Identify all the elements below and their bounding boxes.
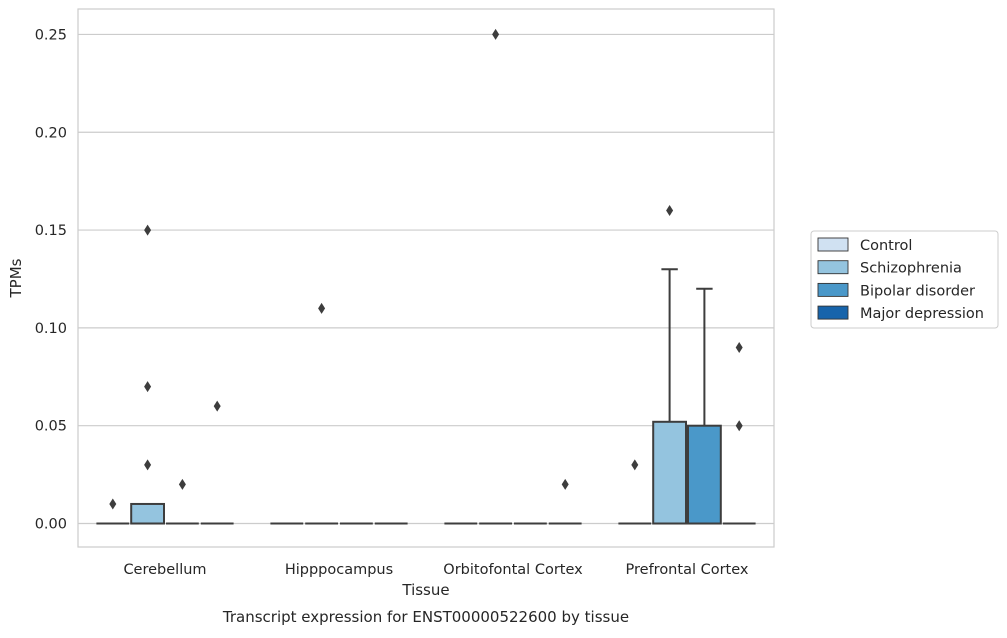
x-tick-label: Orbitofontal Cortex: [443, 562, 583, 578]
box-group: [479, 28, 512, 525]
y-tick-label: 0.00: [35, 517, 67, 533]
chart-caption: Transcript expression for ENST0000052260…: [222, 608, 629, 626]
legend-label: Major depression: [860, 306, 984, 322]
x-axis-label: Tissue: [401, 581, 449, 599]
outlier-point: [109, 498, 117, 510]
y-tick-label: 0.10: [35, 321, 67, 337]
box-group: [722, 341, 756, 525]
outlier-point: [735, 341, 743, 353]
outlier-point: [735, 420, 743, 432]
y-tick-label: 0.20: [35, 125, 67, 141]
box-group: [305, 302, 338, 525]
outlier-point: [318, 302, 326, 314]
box-layer: [96, 28, 756, 525]
legend-swatch: [817, 237, 849, 252]
x-tick-labels: Cerebellum Hipppocampus Orbitofontal Corte…: [123, 562, 748, 578]
box-group: [200, 400, 234, 525]
legend-frame: [810, 230, 999, 329]
box-group: [130, 224, 165, 525]
box-group: [687, 287, 722, 525]
x-tick-label: Prefrontal Cortex: [626, 562, 749, 578]
box-group: [652, 205, 688, 525]
y-tick-label: 0.15: [35, 223, 67, 239]
legend-label: Schizophrenia: [860, 261, 962, 277]
box-group: [96, 498, 130, 525]
legend: Control Schizophrenia Bipolar disorder Majo…: [810, 230, 999, 329]
box-group: [548, 478, 582, 525]
outlier-point: [178, 478, 186, 490]
outlier-point: [492, 28, 500, 40]
legend-swatch: [817, 260, 849, 275]
outlier-point: [144, 224, 152, 236]
y-axis-label: TPMs: [7, 258, 25, 298]
box-body: [130, 502, 165, 525]
outlier-point: [144, 381, 152, 393]
y-tick-label: 0.25: [35, 27, 67, 43]
box-body: [652, 420, 688, 525]
legend-label: Bipolar disorder: [860, 283, 975, 299]
box-group: [166, 478, 199, 525]
y-tick-labels: 0.00 0.05 0.10 0.15 0.20 0.25: [35, 27, 67, 532]
legend-label: Control: [860, 238, 912, 254]
x-tick-label: Cerebellum: [123, 562, 206, 578]
y-tick-label: 0.05: [35, 419, 67, 435]
box-body: [687, 424, 722, 525]
outlier-point: [561, 478, 569, 490]
plot-frame: [77, 8, 775, 548]
outlier-point: [666, 205, 674, 217]
outlier-point: [144, 459, 152, 471]
outlier-point: [213, 400, 221, 412]
outlier-point: [631, 459, 639, 471]
legend-swatch: [817, 305, 849, 320]
legend-swatch: [817, 282, 849, 297]
box-group: [618, 459, 652, 525]
x-tick-label: Hipppocampus: [285, 562, 393, 578]
